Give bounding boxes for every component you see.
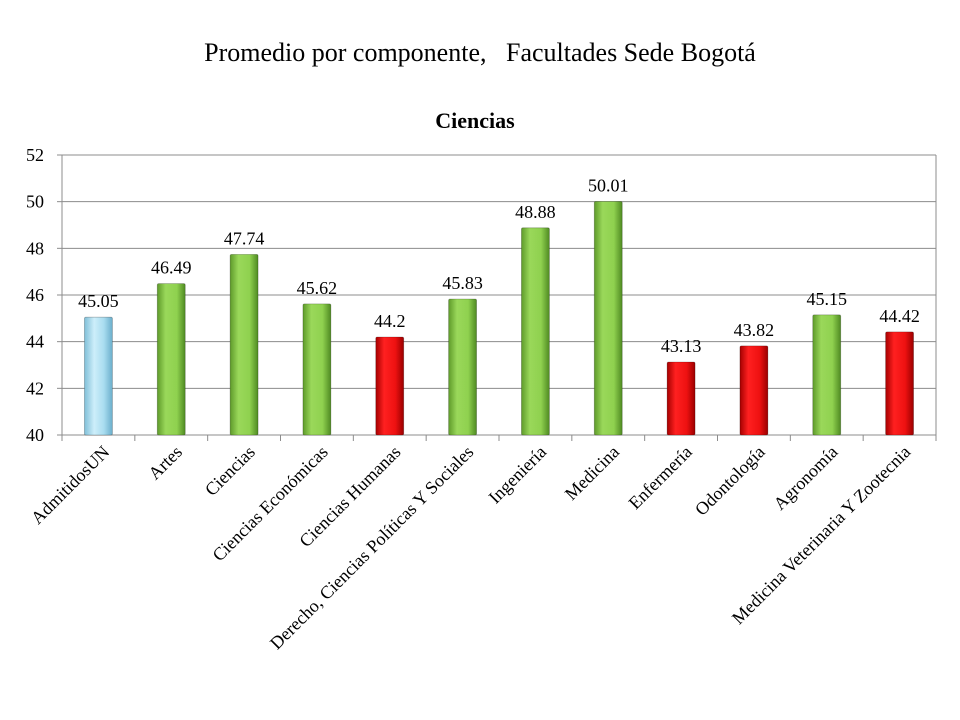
data-label: 44.42: [879, 306, 920, 326]
gridlines: [62, 154, 936, 436]
page-title-part2: Facultades Sede Bogotá: [506, 38, 756, 67]
x-tick-label: Ingeniería: [485, 442, 551, 508]
data-label: 46.49: [151, 258, 192, 278]
x-tick-label: Agronomía: [769, 442, 841, 514]
page-title: Promedio por componente, Facultades Sede…: [0, 38, 960, 68]
data-label: 43.82: [734, 320, 775, 340]
x-tick-label: Medicina: [561, 442, 623, 504]
bars: [84, 201, 914, 436]
data-label: 47.74: [224, 228, 265, 248]
bar: [302, 303, 332, 436]
bar: [375, 336, 405, 436]
x-tick-label: Odontología: [691, 442, 769, 520]
y-tick-label: 50: [26, 192, 44, 212]
bar: [156, 283, 186, 436]
y-tick-label: 42: [26, 378, 44, 398]
page-title-part1: Promedio por componente,: [204, 38, 487, 67]
bar: [812, 314, 842, 436]
data-labels: 45.05 46.49 47.74 45.62 44.2 45.83 48.88 50.01 4…: [78, 175, 920, 356]
x-tick-label: AdmitidosUN: [27, 442, 113, 528]
y-tick-label: 40: [26, 425, 44, 445]
x-tick-label: Ciencias: [201, 442, 259, 500]
chart-title: Ciencias: [435, 108, 515, 133]
x-tick-label: Enfermería: [625, 442, 696, 513]
bar: [229, 253, 259, 436]
x-tick-label: Artes: [144, 442, 186, 484]
bar: [521, 227, 550, 436]
data-label: 45.05: [78, 291, 119, 311]
bar: [448, 298, 477, 436]
bar: [593, 201, 623, 436]
y-axis: 40 42 44 46 48 50 52: [26, 145, 937, 445]
data-label: 45.83: [442, 273, 483, 293]
data-label: 50.01: [588, 175, 629, 195]
data-label: 48.88: [515, 202, 556, 222]
y-tick-label: 44: [26, 332, 44, 352]
data-label: 43.13: [661, 336, 702, 356]
bar: [666, 361, 696, 436]
data-label: 45.62: [297, 278, 338, 298]
bar: [739, 345, 769, 436]
y-tick-label: 48: [26, 238, 44, 258]
data-label: 45.15: [807, 289, 848, 309]
bar: [84, 316, 113, 436]
y-tick-label: 52: [26, 145, 44, 165]
bar: [885, 331, 914, 436]
data-label: 44.2: [374, 311, 406, 331]
y-tick-label: 46: [26, 285, 44, 305]
